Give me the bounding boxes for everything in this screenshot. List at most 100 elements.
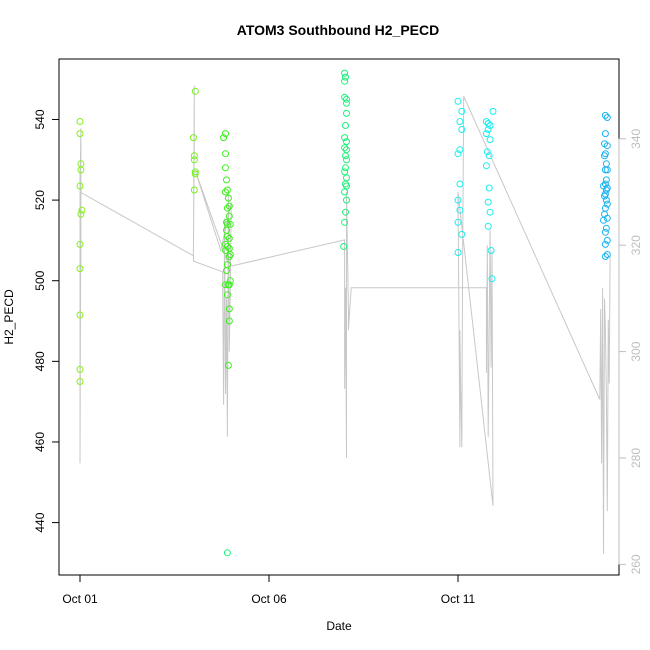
data-point xyxy=(456,118,464,125)
data-point xyxy=(226,220,234,228)
data-point xyxy=(223,204,231,212)
data-point xyxy=(343,99,350,107)
y-tick-label: 540 xyxy=(33,109,47,129)
data-point xyxy=(454,150,462,158)
data-point xyxy=(603,251,611,258)
data-point xyxy=(456,180,464,188)
data-point xyxy=(225,234,233,242)
data-point xyxy=(343,182,350,190)
data-point xyxy=(222,247,229,254)
data-point xyxy=(454,97,462,105)
data-point xyxy=(454,249,462,256)
series-line-0 xyxy=(79,85,611,554)
data-point xyxy=(603,214,611,222)
data-point xyxy=(343,156,350,164)
data-point xyxy=(458,126,466,133)
data-point xyxy=(454,218,462,226)
data-point xyxy=(191,168,199,176)
data-point xyxy=(482,118,490,125)
data-point xyxy=(225,317,233,325)
data-point xyxy=(341,144,349,152)
data-point xyxy=(222,150,229,158)
plot-frame xyxy=(58,58,620,576)
data-point xyxy=(601,111,609,119)
y2-tick-label: 300 xyxy=(629,341,643,361)
data-point xyxy=(485,184,493,192)
data-point xyxy=(341,77,349,85)
data-point xyxy=(77,166,85,174)
data-point xyxy=(341,188,349,196)
chart-title: ATOM3 Southbound H2_PECD xyxy=(237,22,439,38)
data-point xyxy=(190,152,198,160)
data-point xyxy=(456,206,464,214)
data-point xyxy=(454,196,462,204)
data-point xyxy=(602,186,610,194)
data-point xyxy=(190,186,198,194)
data-point xyxy=(223,176,230,184)
data-point xyxy=(341,134,349,142)
data-point xyxy=(224,194,232,202)
data-point xyxy=(489,107,497,115)
y-tick-label: 480 xyxy=(33,351,47,371)
data-point xyxy=(225,202,233,210)
data-point xyxy=(225,305,233,313)
data-point xyxy=(487,247,495,254)
data-point xyxy=(225,212,233,220)
data-point xyxy=(341,168,349,176)
data-point xyxy=(76,365,84,373)
data-point xyxy=(189,134,197,142)
axis-layer: Oct 01 Oct 06 Oct 11 440 460 480 500 520 540 260 2… xyxy=(33,109,643,606)
data-point xyxy=(343,174,350,182)
y-tick-label: 440 xyxy=(33,512,47,532)
y2-tick-label: 280 xyxy=(629,448,643,468)
data-point xyxy=(341,69,349,77)
data-point xyxy=(603,200,611,208)
data-point xyxy=(78,206,86,214)
x-axis-label: Date xyxy=(326,619,352,633)
data-point xyxy=(222,164,229,172)
data-point xyxy=(602,160,610,168)
data-point xyxy=(343,95,350,103)
data-point xyxy=(603,166,611,174)
data-point xyxy=(486,122,494,129)
y2-tick-label: 340 xyxy=(629,128,643,148)
data-point xyxy=(484,126,492,133)
data-point xyxy=(223,186,231,194)
data-point xyxy=(484,198,492,206)
data-point xyxy=(603,142,611,150)
data-point xyxy=(482,162,490,170)
data-point xyxy=(76,311,84,319)
data-point xyxy=(486,136,494,144)
data-point xyxy=(601,240,609,248)
y2-tick-label: 320 xyxy=(629,235,643,255)
data-point xyxy=(223,549,231,557)
data-point xyxy=(223,243,231,250)
data-point xyxy=(601,130,609,138)
y-tick-label: 500 xyxy=(33,270,47,290)
data-point xyxy=(343,196,350,204)
data-point xyxy=(342,122,349,129)
data-point xyxy=(191,170,199,178)
data-point xyxy=(456,146,464,154)
data-point xyxy=(602,224,610,232)
data-point xyxy=(485,152,493,160)
data-point xyxy=(220,134,228,142)
data-point xyxy=(76,265,84,273)
data-point xyxy=(223,267,230,275)
data-point xyxy=(76,378,84,385)
data-point xyxy=(601,192,608,200)
y-axis-label: H2_PECD xyxy=(2,289,16,345)
data-point xyxy=(488,275,496,283)
data-point xyxy=(76,182,84,190)
data-point xyxy=(603,114,611,121)
data-point xyxy=(342,152,349,160)
data-point xyxy=(458,230,466,238)
data-point xyxy=(342,73,349,81)
data-point xyxy=(602,196,610,204)
x-tick-label: Oct 06 xyxy=(251,592,287,606)
data-point xyxy=(225,281,233,289)
data-point xyxy=(343,109,350,117)
data-point xyxy=(76,130,84,138)
data-point xyxy=(486,208,494,216)
